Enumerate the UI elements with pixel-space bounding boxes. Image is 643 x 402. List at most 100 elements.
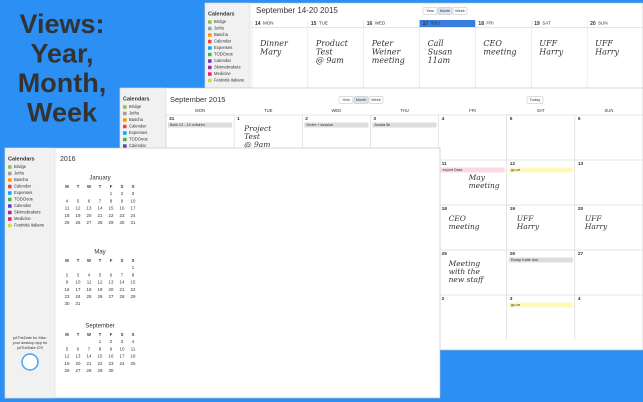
day-number: 4 — [578, 296, 581, 302]
view-button[interactable] — [368, 96, 384, 104]
day-number: 19 — [65, 361, 70, 366]
day-number: 28 — [87, 368, 92, 373]
handwritten-note: meeting — [449, 222, 480, 231]
day-number: 3 — [373, 116, 376, 122]
calendar-swatch — [8, 217, 12, 221]
view-button-label: Month — [440, 9, 451, 13]
day-number: 5 — [77, 198, 80, 203]
handwritten-note: Test — [244, 132, 261, 141]
weekday-label: THU — [400, 108, 409, 113]
day-number: 26 — [510, 251, 516, 257]
day-number: 22 — [98, 361, 103, 366]
calendar-swatch — [8, 210, 12, 215]
calendar-swatch — [208, 46, 212, 50]
day-number: 21 — [98, 213, 103, 218]
view-button[interactable] — [422, 7, 438, 15]
day-number: 30 — [109, 368, 114, 373]
day-number: 21 — [87, 361, 92, 366]
calendar-name: TODOoos — [14, 197, 33, 202]
day-name: SUN — [598, 21, 608, 26]
day-number: 20 — [109, 287, 114, 292]
calendar-swatch — [208, 52, 212, 57]
headline: Month, — [18, 68, 106, 98]
view-button[interactable] — [353, 96, 369, 104]
day-number: 10 — [120, 346, 125, 351]
event-text: go-ce — [511, 303, 521, 307]
today-button[interactable] — [526, 96, 544, 104]
day-number: 7 — [88, 346, 91, 351]
promo-text: jotTheDate for Mac: — [12, 336, 46, 340]
sidebar-heading: Calendars — [123, 96, 150, 102]
day-number: 1 — [132, 265, 135, 270]
day-number: 29 — [131, 294, 136, 299]
event-bar — [168, 122, 233, 128]
month-name: May — [94, 250, 105, 256]
weekday-initial: M — [65, 184, 69, 189]
day-name: WED — [375, 21, 386, 26]
day-name: TUE — [319, 21, 328, 26]
handwritten-note: Project — [243, 124, 272, 133]
day-number: 20 — [76, 361, 81, 366]
day-number: 10 — [76, 280, 81, 285]
day-number: 17 — [131, 206, 136, 211]
day-date: 16 — [367, 21, 373, 27]
calendar-swatch — [8, 223, 12, 228]
calendar-name: Bascha — [214, 32, 229, 37]
handwritten-note: UFF — [539, 39, 557, 48]
weekday-label: MON — [195, 108, 205, 113]
calendar-name: Jethu — [129, 111, 140, 116]
handwritten-note: meeting — [372, 56, 405, 65]
view-button[interactable] — [437, 7, 453, 15]
day-name: MON — [263, 21, 274, 26]
day-number: 16 — [109, 354, 114, 359]
calendar-name: Calendar — [14, 184, 32, 189]
view-button-label: Year — [342, 98, 350, 102]
day-number: 29 — [109, 220, 114, 225]
day-number: 6 — [578, 116, 581, 122]
calendar-swatch — [208, 20, 212, 24]
day-number: 20 — [87, 213, 92, 218]
view-button[interactable] — [338, 96, 354, 104]
window — [4, 147, 441, 399]
day-number: 1 — [237, 116, 240, 122]
weekday-label: WED — [331, 108, 341, 113]
calendar-swatch — [208, 26, 212, 31]
day-number: 8 — [99, 346, 102, 351]
day-number: 31 — [131, 220, 136, 225]
calendar-name: Calendar — [214, 58, 232, 63]
day-number: 16 — [65, 287, 70, 292]
day-number: 7 — [121, 272, 124, 277]
weekday-initial: T — [99, 332, 102, 337]
day-number: 31 — [169, 116, 175, 122]
day-number: 12 — [76, 206, 81, 211]
handwritten-note: Weiner — [372, 47, 402, 56]
event-bar — [508, 302, 573, 308]
handwritten-note: meeting — [483, 47, 516, 56]
event-text: Bath 12 - 10 children — [170, 123, 205, 127]
day-number: 11 — [131, 346, 136, 351]
day-number: 26 — [98, 294, 103, 299]
day-number: 17 — [76, 287, 81, 292]
day-number: 24 — [76, 294, 81, 299]
day-number: 10 — [131, 198, 136, 203]
day-number: 21 — [120, 287, 125, 292]
weekday-initial: M — [65, 332, 69, 337]
handwritten-note: 11am — [428, 56, 451, 65]
calendar-name: Expenses — [129, 130, 147, 135]
day-number: 3 — [77, 272, 80, 277]
weekday-initial: F — [110, 332, 113, 337]
weekday-initial: T — [99, 258, 102, 263]
handwritten-note: Meeting — [448, 259, 481, 268]
day-name: SAT — [542, 21, 551, 26]
event-text: Avada 5k — [374, 123, 390, 127]
view-button[interactable] — [452, 7, 468, 15]
weekday-initial: S — [121, 258, 124, 263]
calendar-swatch — [8, 204, 12, 208]
calendar-swatch — [208, 33, 212, 37]
day-number: 12 — [510, 161, 516, 167]
calendar-name: Bascha — [129, 117, 144, 122]
handwritten-note: Harry — [594, 47, 619, 56]
handwritten-note: Call — [428, 39, 444, 48]
calendar-name: Medicine — [214, 71, 231, 76]
day-number: 23 — [120, 213, 125, 218]
